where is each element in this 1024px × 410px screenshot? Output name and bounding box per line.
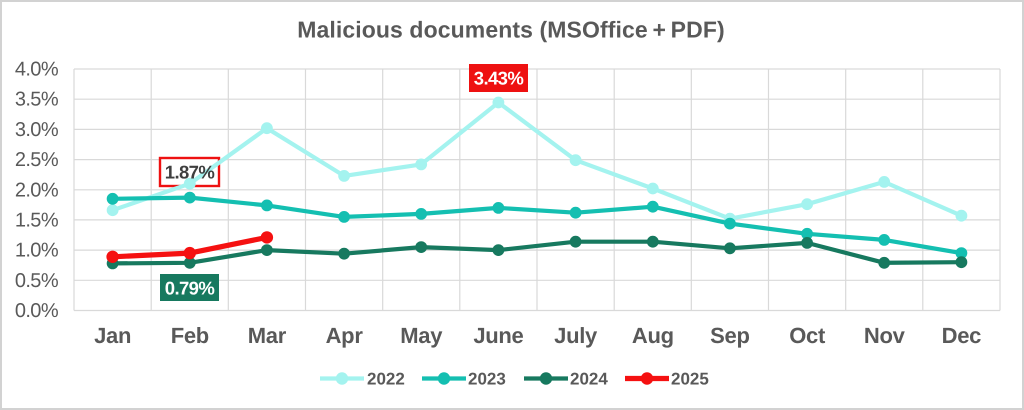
svg-text:Feb: Feb — [171, 323, 209, 348]
svg-text:2.5%: 2.5% — [15, 149, 59, 171]
svg-text:1.0%: 1.0% — [15, 240, 59, 262]
svg-text:Sep: Sep — [710, 323, 749, 348]
svg-text:1.87%: 1.87% — [165, 162, 215, 183]
svg-text:Dec: Dec — [942, 323, 982, 348]
svg-text:Mar: Mar — [248, 323, 287, 348]
svg-text:Nov: Nov — [864, 323, 906, 348]
svg-text:Jan: Jan — [94, 323, 131, 348]
svg-text:May: May — [400, 323, 443, 348]
svg-text:2025: 2025 — [671, 370, 709, 389]
svg-text:2022: 2022 — [367, 370, 405, 389]
svg-text:4.0%: 4.0% — [15, 59, 59, 81]
svg-text:Apr: Apr — [326, 323, 364, 348]
svg-text:2.0%: 2.0% — [15, 179, 59, 201]
svg-text:3.5%: 3.5% — [15, 89, 59, 111]
svg-text:3.43%: 3.43% — [474, 68, 524, 89]
svg-text:2023: 2023 — [468, 370, 506, 389]
svg-text:1.5%: 1.5% — [15, 209, 59, 231]
svg-text:0.79%: 0.79% — [165, 278, 215, 299]
svg-text:Malicious documents (MSOffice: Malicious documents (MSOffice + PDF) — [297, 17, 725, 43]
svg-text:Aug: Aug — [632, 323, 674, 348]
svg-text:2024: 2024 — [570, 370, 608, 389]
svg-text:3.0%: 3.0% — [15, 119, 59, 141]
svg-text:June: June — [473, 323, 523, 348]
svg-text:0.5%: 0.5% — [15, 270, 59, 292]
svg-text:Oct: Oct — [789, 323, 826, 348]
svg-text:0.0%: 0.0% — [15, 300, 59, 322]
svg-text:July: July — [554, 323, 598, 348]
